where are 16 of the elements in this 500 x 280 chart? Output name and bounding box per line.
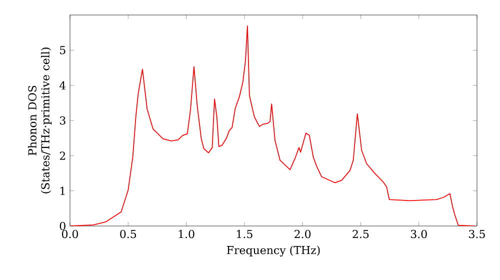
y-tick-label: 0 [60,222,66,230]
y-tick-label: 4 [59,81,66,90]
x-tick-label: 0.5 [120,230,136,238]
y-axis-title: Phonon DOS (States/THz·primitive cell) [28,48,52,194]
x-tick-label: 0.0 [62,230,78,238]
x-tick-label: 1.0 [178,230,194,238]
x-tick-label: 2.5 [352,230,369,238]
y-tick-label: 1 [60,186,65,195]
y-tick-label: 3 [60,116,66,125]
y-tick-label: 5 [60,46,66,54]
x-axis-title: Frequency (THz) [226,246,320,257]
x-tick-label: 3.5 [469,230,485,238]
y-tick-label: 2 [60,152,66,160]
x-tick-label: 1.5 [237,230,252,238]
x-tick-label: 3.0 [410,230,427,238]
x-tick-label: 2.0 [294,230,311,238]
